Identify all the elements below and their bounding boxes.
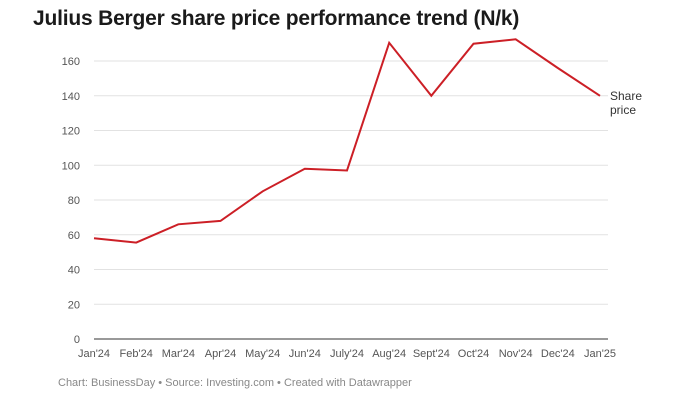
x-tick-label: Jan'24 [78,348,110,360]
y-tick-label: 20 [68,299,80,311]
x-tick-label: July'24 [330,348,364,360]
x-tick-label: Jan'25 [584,348,616,360]
y-tick-label: 80 [68,195,80,207]
x-tick-label: Sept'24 [413,348,450,360]
series-label-line-2: price [610,103,636,117]
x-tick-label: Oct'24 [458,348,489,360]
x-tick-label: Aug'24 [372,348,406,360]
x-tick-label: Feb'24 [120,348,153,360]
y-tick-label: 60 [68,230,80,242]
series-label-line-1: Share [610,89,642,103]
series-label: Share price [610,89,645,117]
line-chart: 0 20 40 60 80 100 120 140 160 Jan'24 Feb'24 Mar'24… [62,38,645,360]
series-line [93,38,601,244]
x-tick-label: May'24 [245,348,280,360]
x-tick-label: Nov'24 [499,348,533,360]
y-tick-label: 140 [62,91,80,103]
gridlines [94,60,608,340]
y-axis-ticks: 0 20 40 60 80 100 120 140 160 [62,56,80,346]
y-tick-label: 100 [62,160,80,172]
series-layer [93,38,601,244]
y-tick-label: 160 [62,56,80,68]
chart-footer: Chart: BusinessDay • Source: Investing.c… [58,377,412,389]
x-axis-ticks: Jan'24 Feb'24 Mar'24 Apr'24 May'24 Jun'24 July… [78,348,616,360]
x-tick-label: Apr'24 [205,348,236,360]
chart-title: Julius Berger share price performance tr… [33,7,520,30]
y-tick-label: 120 [62,126,80,138]
y-tick-label: 40 [68,265,80,277]
y-tick-label: 0 [74,334,80,346]
x-tick-label: Dec'24 [541,348,575,360]
x-tick-label: Mar'24 [162,348,195,360]
x-tick-label: Jun'24 [289,348,321,360]
